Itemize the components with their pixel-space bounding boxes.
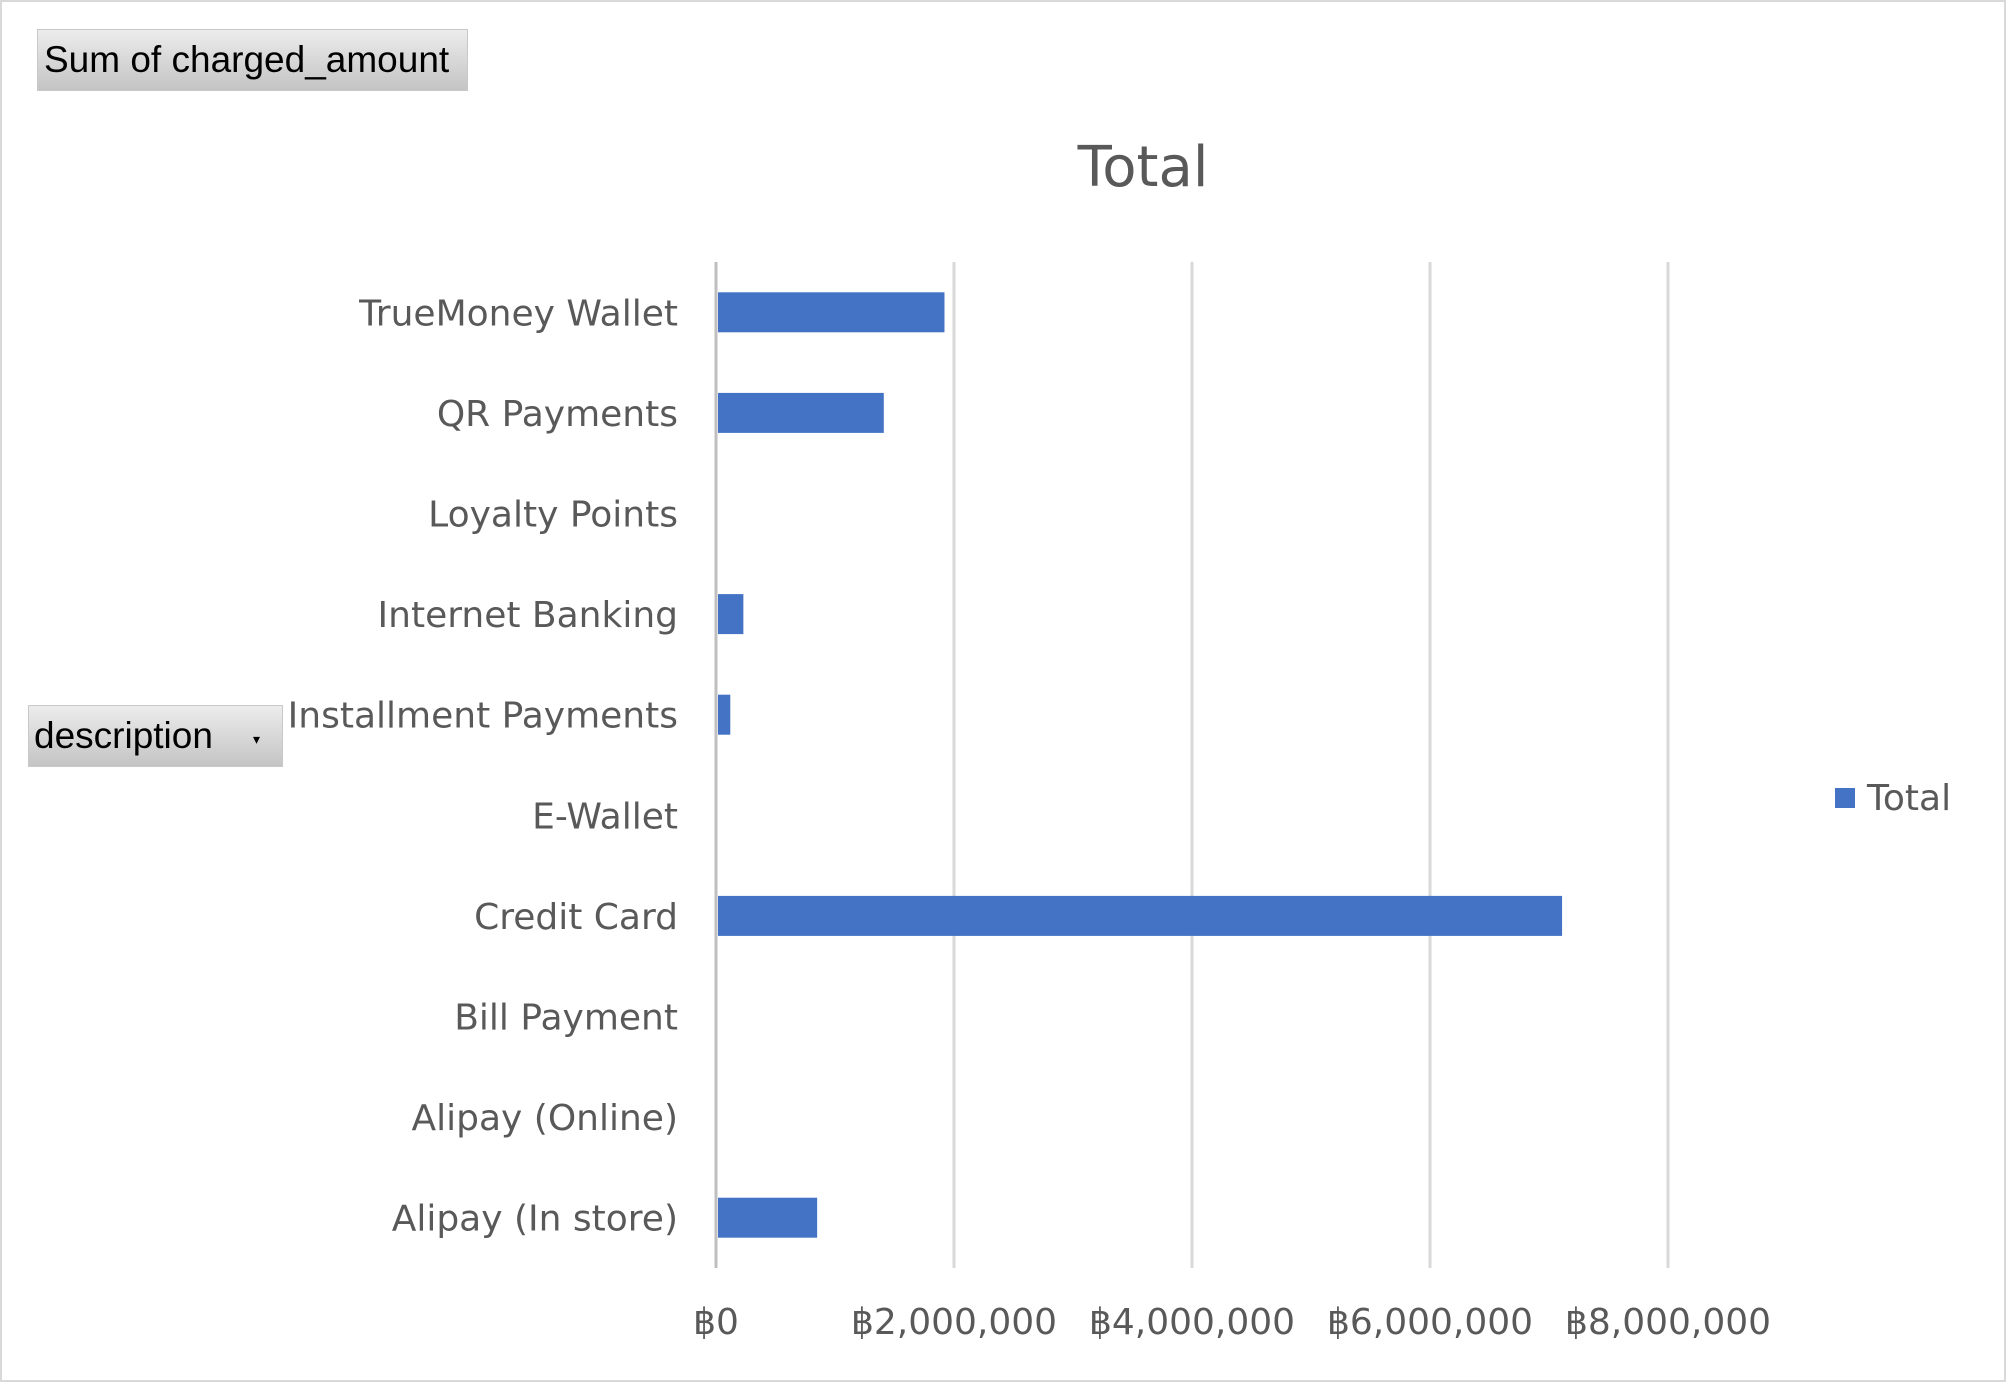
x-tick-label: ฿2,000,000	[851, 1302, 1057, 1343]
chart-title: Total	[1077, 135, 1209, 200]
x-tick-label: ฿8,000,000	[1565, 1302, 1771, 1343]
gridlines	[714, 262, 1670, 1268]
legend-swatch	[1835, 788, 1855, 808]
bar	[718, 594, 744, 635]
category-label: Credit Card	[474, 897, 678, 938]
x-tick-labels: ฿0 ฿2,000,000 ฿4,000,000 ฿6,000,000 ฿8,000,0…	[693, 1302, 1771, 1343]
values-field-label: Sum of charged_amount	[44, 39, 450, 80]
category-label: Bill Payment	[454, 998, 678, 1039]
bar	[718, 292, 945, 333]
bar	[718, 694, 731, 735]
category-label: Alipay (Online)	[411, 1098, 678, 1139]
bar	[718, 392, 884, 433]
category-label: E-Wallet	[532, 796, 678, 837]
category-label: QR Payments	[437, 394, 678, 435]
x-tick-label: ฿4,000,000	[1089, 1302, 1295, 1343]
legend-label: Total	[1866, 778, 1951, 819]
bar	[718, 895, 1563, 936]
values-field-button[interactable]: Sum of charged_amount	[37, 29, 468, 91]
category-label: Installment Payments	[288, 696, 678, 737]
axis-field-button[interactable]: description ▾	[28, 705, 283, 767]
category-label: Internet Banking	[378, 595, 678, 636]
x-tick-label: ฿6,000,000	[1327, 1302, 1533, 1343]
bar	[718, 1197, 818, 1238]
category-label: TrueMoney Wallet	[358, 293, 678, 334]
legend: Total	[1835, 778, 1951, 819]
dropdown-arrow-icon[interactable]: ▾	[252, 731, 260, 747]
bars	[718, 292, 1563, 1238]
category-label: Loyalty Points	[428, 495, 678, 536]
x-tick-label: ฿0	[693, 1302, 739, 1343]
category-label: Alipay (In store)	[392, 1199, 678, 1240]
category-labels: TrueMoney Wallet QR Payments Loyalty Point…	[288, 293, 678, 1239]
axis-field-label: description	[34, 715, 213, 756]
